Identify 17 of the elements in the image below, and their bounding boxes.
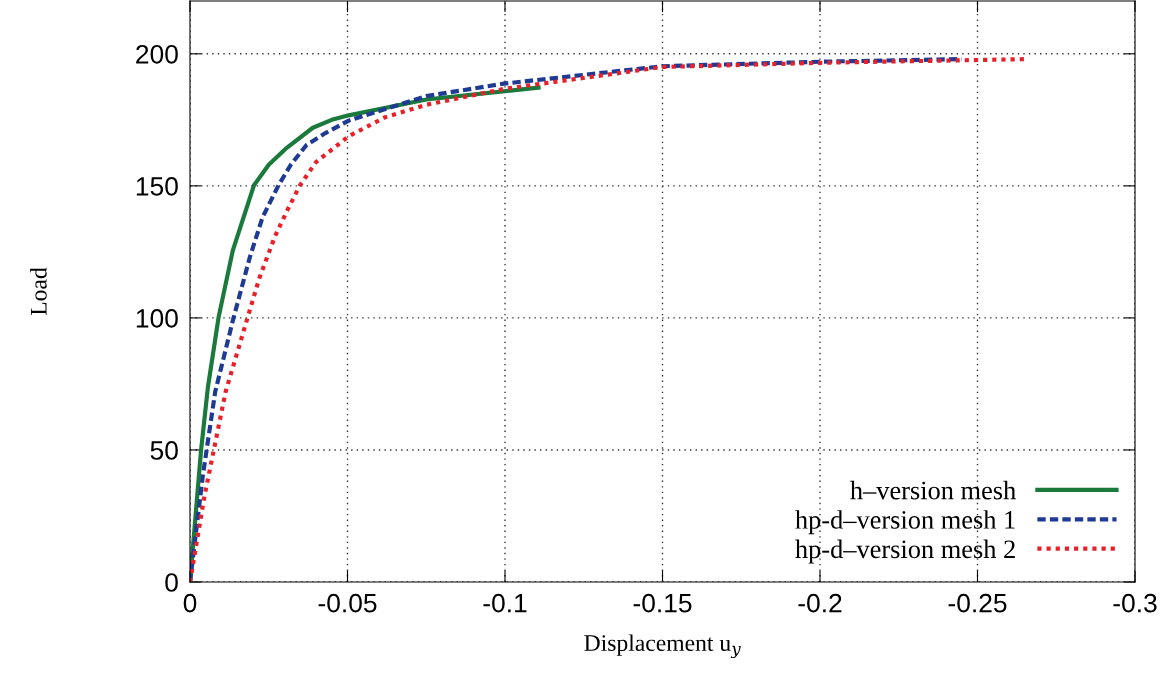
y-axis-title: Load bbox=[30, 267, 47, 316]
y-tick-label: 100 bbox=[136, 309, 178, 328]
y-tick-label: 200 bbox=[136, 44, 178, 64]
legend-label: hp-d–version mesh 1 bbox=[795, 510, 1015, 535]
y-tick-label: 150 bbox=[136, 177, 178, 196]
x-tick-label: -0.25 bbox=[948, 593, 1007, 613]
x-tick-label: -0.05 bbox=[318, 593, 377, 613]
x-tick-label: 0 bbox=[183, 593, 197, 613]
x-axis-title: Displacement u$_{y}$ bbox=[584, 634, 741, 659]
x-tick-label: -0.2 bbox=[798, 593, 842, 613]
legend-label: hp-d–version mesh 2 bbox=[795, 539, 1015, 564]
x-tick-label: -0.3 bbox=[1113, 593, 1157, 613]
y-tick-label: 0 bbox=[165, 573, 178, 592]
legend-label: h–version mesh bbox=[850, 480, 1016, 500]
x-tick-label: -0.1 bbox=[483, 593, 527, 613]
y-tick-label: 50 bbox=[150, 441, 178, 460]
x-tick-label: -0.15 bbox=[633, 593, 692, 613]
